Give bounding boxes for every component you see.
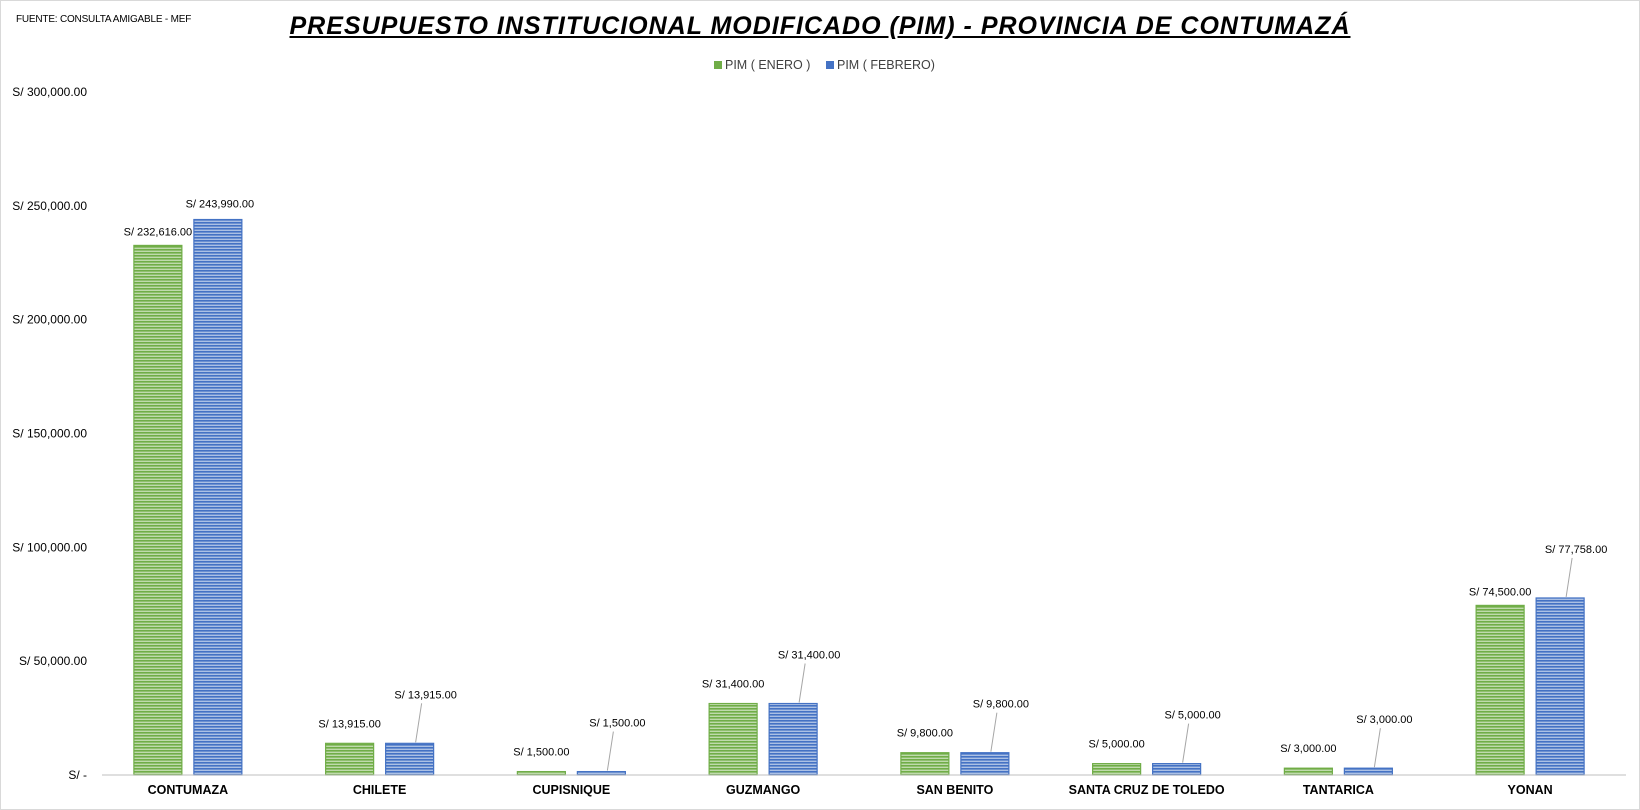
data-label: S/ 3,000.00	[1280, 743, 1336, 755]
y-tick-label: S/ 250,000.00	[12, 199, 87, 213]
x-category-label: CONTUMAZA	[148, 783, 229, 797]
x-category-label: SANTA CRUZ DE TOLEDO	[1069, 783, 1225, 797]
data-label: S/ 5,000.00	[1164, 710, 1220, 722]
y-tick-label: S/ 100,000.00	[12, 540, 87, 554]
data-label: S/ 13,915.00	[318, 718, 380, 730]
legend-swatch-1	[826, 61, 834, 69]
bars	[133, 218, 1585, 776]
bar-tantarica-1	[1343, 767, 1393, 776]
y-tick-label: S/ 300,000.00	[12, 85, 87, 99]
data-label: S/ 77,758.00	[1545, 544, 1607, 556]
bar-guzmango-1	[768, 702, 818, 776]
leader-line	[990, 712, 998, 752]
legend-label-1: PIM ( FEBRERO)	[837, 58, 935, 72]
data-label: S/ 31,400.00	[778, 650, 840, 662]
legend-label-0: PIM ( ENERO )	[725, 58, 810, 72]
bar-chilete-1	[385, 742, 435, 776]
bar-yonan-0	[1475, 604, 1525, 776]
y-tick-label: S/ -	[68, 768, 87, 782]
leader-lines	[415, 557, 1573, 771]
data-label: S/ 31,400.00	[702, 679, 764, 691]
y-tick-label: S/ 50,000.00	[19, 654, 87, 668]
x-category-label: GUZMANGO	[726, 783, 801, 797]
bar-chilete-0	[325, 742, 375, 776]
bar-san-benito-1	[960, 752, 1010, 776]
y-tick-label: S/ 150,000.00	[12, 427, 87, 441]
leader-line	[606, 731, 614, 771]
leader-line	[415, 703, 423, 743]
data-label: S/ 9,800.00	[897, 728, 953, 740]
x-axis: CONTUMAZA CHILETE CUPISNIQUE GUZMANGO SAN BE…	[102, 774, 1626, 797]
leader-line	[1182, 723, 1190, 763]
legend: PIM ( ENERO ) PIM ( FEBRERO)	[714, 58, 935, 72]
data-label: S/ 3,000.00	[1356, 714, 1412, 726]
x-category-label: CHILETE	[353, 783, 406, 797]
x-category-label: CUPISNIQUE	[532, 783, 610, 797]
bar-contumaza-1	[193, 218, 243, 776]
bar-tantarica-0	[1283, 767, 1333, 776]
bar-contumaza-0	[133, 244, 183, 776]
leader-line	[798, 663, 806, 703]
data-label: S/ 74,500.00	[1469, 586, 1531, 598]
bar-guzmango-0	[708, 702, 758, 776]
source-note: FUENTE: CONSULTA AMIGABLE - MEF	[16, 14, 192, 25]
bar-cupisnique-0	[516, 770, 566, 776]
bar-cupisnique-1	[576, 770, 626, 776]
leader-line	[1373, 728, 1381, 768]
x-category-label: YONAN	[1508, 783, 1553, 797]
data-label: S/ 9,800.00	[973, 699, 1029, 711]
x-category-label: SAN BENITO	[916, 783, 993, 797]
leader-line	[1565, 557, 1573, 598]
y-tick-label: S/ 200,000.00	[12, 313, 87, 327]
data-label: S/ 243,990.00	[186, 199, 255, 211]
legend-swatch-0	[714, 61, 722, 69]
x-category-label: TANTARICA	[1303, 783, 1374, 797]
bar-santa-cruz-de-toledo-0	[1092, 763, 1142, 776]
data-label: S/ 5,000.00	[1088, 739, 1144, 751]
data-label: S/ 1,500.00	[589, 718, 645, 730]
data-labels: S/ 232,616.00 S/ 243,990.00 S/ 13,915.00 S/…	[124, 199, 1608, 759]
y-axis: S/ - S/ 50,000.00 S/ 100,000.00 S/ 150,000.…	[12, 85, 87, 782]
data-label: S/ 1,500.00	[513, 747, 569, 759]
chart-title: PRESUPUESTO INSTITUCIONAL MODIFICADO (PI…	[289, 12, 1351, 40]
data-label: S/ 13,915.00	[394, 689, 456, 701]
bar-yonan-1	[1535, 597, 1585, 776]
bar-santa-cruz-de-toledo-1	[1152, 763, 1202, 776]
data-label: S/ 232,616.00	[124, 226, 193, 238]
bar-san-benito-0	[900, 752, 950, 776]
